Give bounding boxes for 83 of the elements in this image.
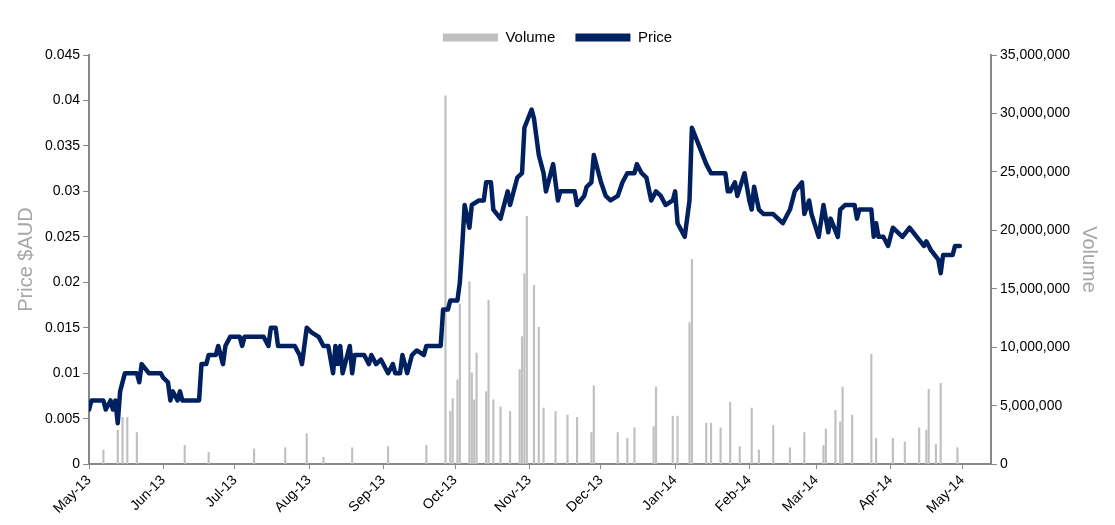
bar [566, 414, 569, 464]
y-tick-label: 0.01 [52, 364, 81, 381]
bar [284, 447, 287, 464]
bar [487, 300, 490, 464]
bar [738, 446, 741, 464]
y2-tick-label: 35,000,000 [999, 45, 1071, 62]
bar [532, 284, 536, 464]
bar [525, 215, 528, 464]
bar [834, 410, 837, 464]
bar [121, 417, 124, 464]
bar [633, 427, 636, 464]
bar [891, 438, 894, 464]
bar [824, 428, 827, 464]
y-tick-label: 0.035 [44, 136, 81, 153]
bar [870, 353, 873, 464]
bar [757, 449, 760, 464]
y-tick-label: 0.015 [44, 318, 81, 335]
bar [492, 399, 495, 464]
y2-tick-label: 5,000,000 [999, 396, 1063, 413]
bar [851, 414, 854, 464]
legend-label: Volume [505, 27, 556, 45]
bar [554, 411, 557, 464]
bar [671, 415, 674, 464]
y-tick-label: 0.03 [52, 182, 81, 199]
y2-tick-label: 20,000,000 [999, 221, 1071, 238]
bar [934, 443, 937, 464]
y-tick-label: 0.045 [44, 45, 81, 62]
bar [750, 407, 753, 464]
bar [537, 327, 540, 464]
bar [875, 438, 878, 464]
bar [322, 456, 325, 464]
bar [575, 417, 579, 464]
bar [135, 432, 138, 464]
bar [592, 385, 595, 464]
bar [468, 281, 471, 464]
y-tick-label: 0.005 [44, 409, 81, 426]
y-tick-label: 0 [72, 454, 81, 471]
bar [676, 415, 679, 464]
bar [705, 422, 708, 464]
bar [788, 447, 792, 464]
bar [475, 352, 478, 464]
bar [772, 425, 775, 464]
y2-tick-label: 15,000,000 [999, 279, 1071, 296]
bar [690, 259, 693, 464]
bar [626, 438, 629, 464]
bar [927, 388, 930, 464]
y2-tick-label: 10,000,000 [999, 338, 1071, 355]
bar [499, 406, 502, 464]
legend-label: Price [637, 27, 673, 45]
bar [425, 445, 428, 464]
bar [102, 449, 105, 464]
y-tick-label: 0.02 [52, 273, 81, 290]
bar [841, 386, 844, 464]
bar [183, 445, 186, 464]
y2-tick-label: 30,000,000 [999, 104, 1071, 121]
bar [956, 447, 959, 464]
bar [616, 432, 619, 464]
bar [351, 447, 354, 464]
bar [126, 417, 129, 464]
bar [654, 386, 658, 464]
bar [509, 411, 512, 464]
bar [903, 441, 906, 464]
bar [444, 95, 447, 464]
bar [729, 401, 732, 464]
bar [542, 407, 545, 464]
bar [803, 432, 806, 464]
bar [458, 303, 461, 464]
bar [207, 452, 210, 464]
bar [386, 446, 390, 464]
y2-axis-title: Volume [1079, 226, 1102, 293]
bar [719, 427, 722, 464]
y-tick-label: 0.025 [44, 227, 81, 244]
bar [116, 429, 119, 464]
y-axis-title: Price $AUD [13, 207, 36, 312]
bar [305, 433, 308, 464]
bar [918, 427, 921, 464]
bar [253, 448, 256, 464]
bar [709, 422, 713, 464]
bar [451, 398, 454, 464]
y2-tick-label: 0 [999, 454, 1008, 471]
bar [939, 383, 942, 464]
y-tick-label: 0.04 [52, 91, 81, 108]
y2-tick-label: 25,000,000 [999, 162, 1071, 179]
